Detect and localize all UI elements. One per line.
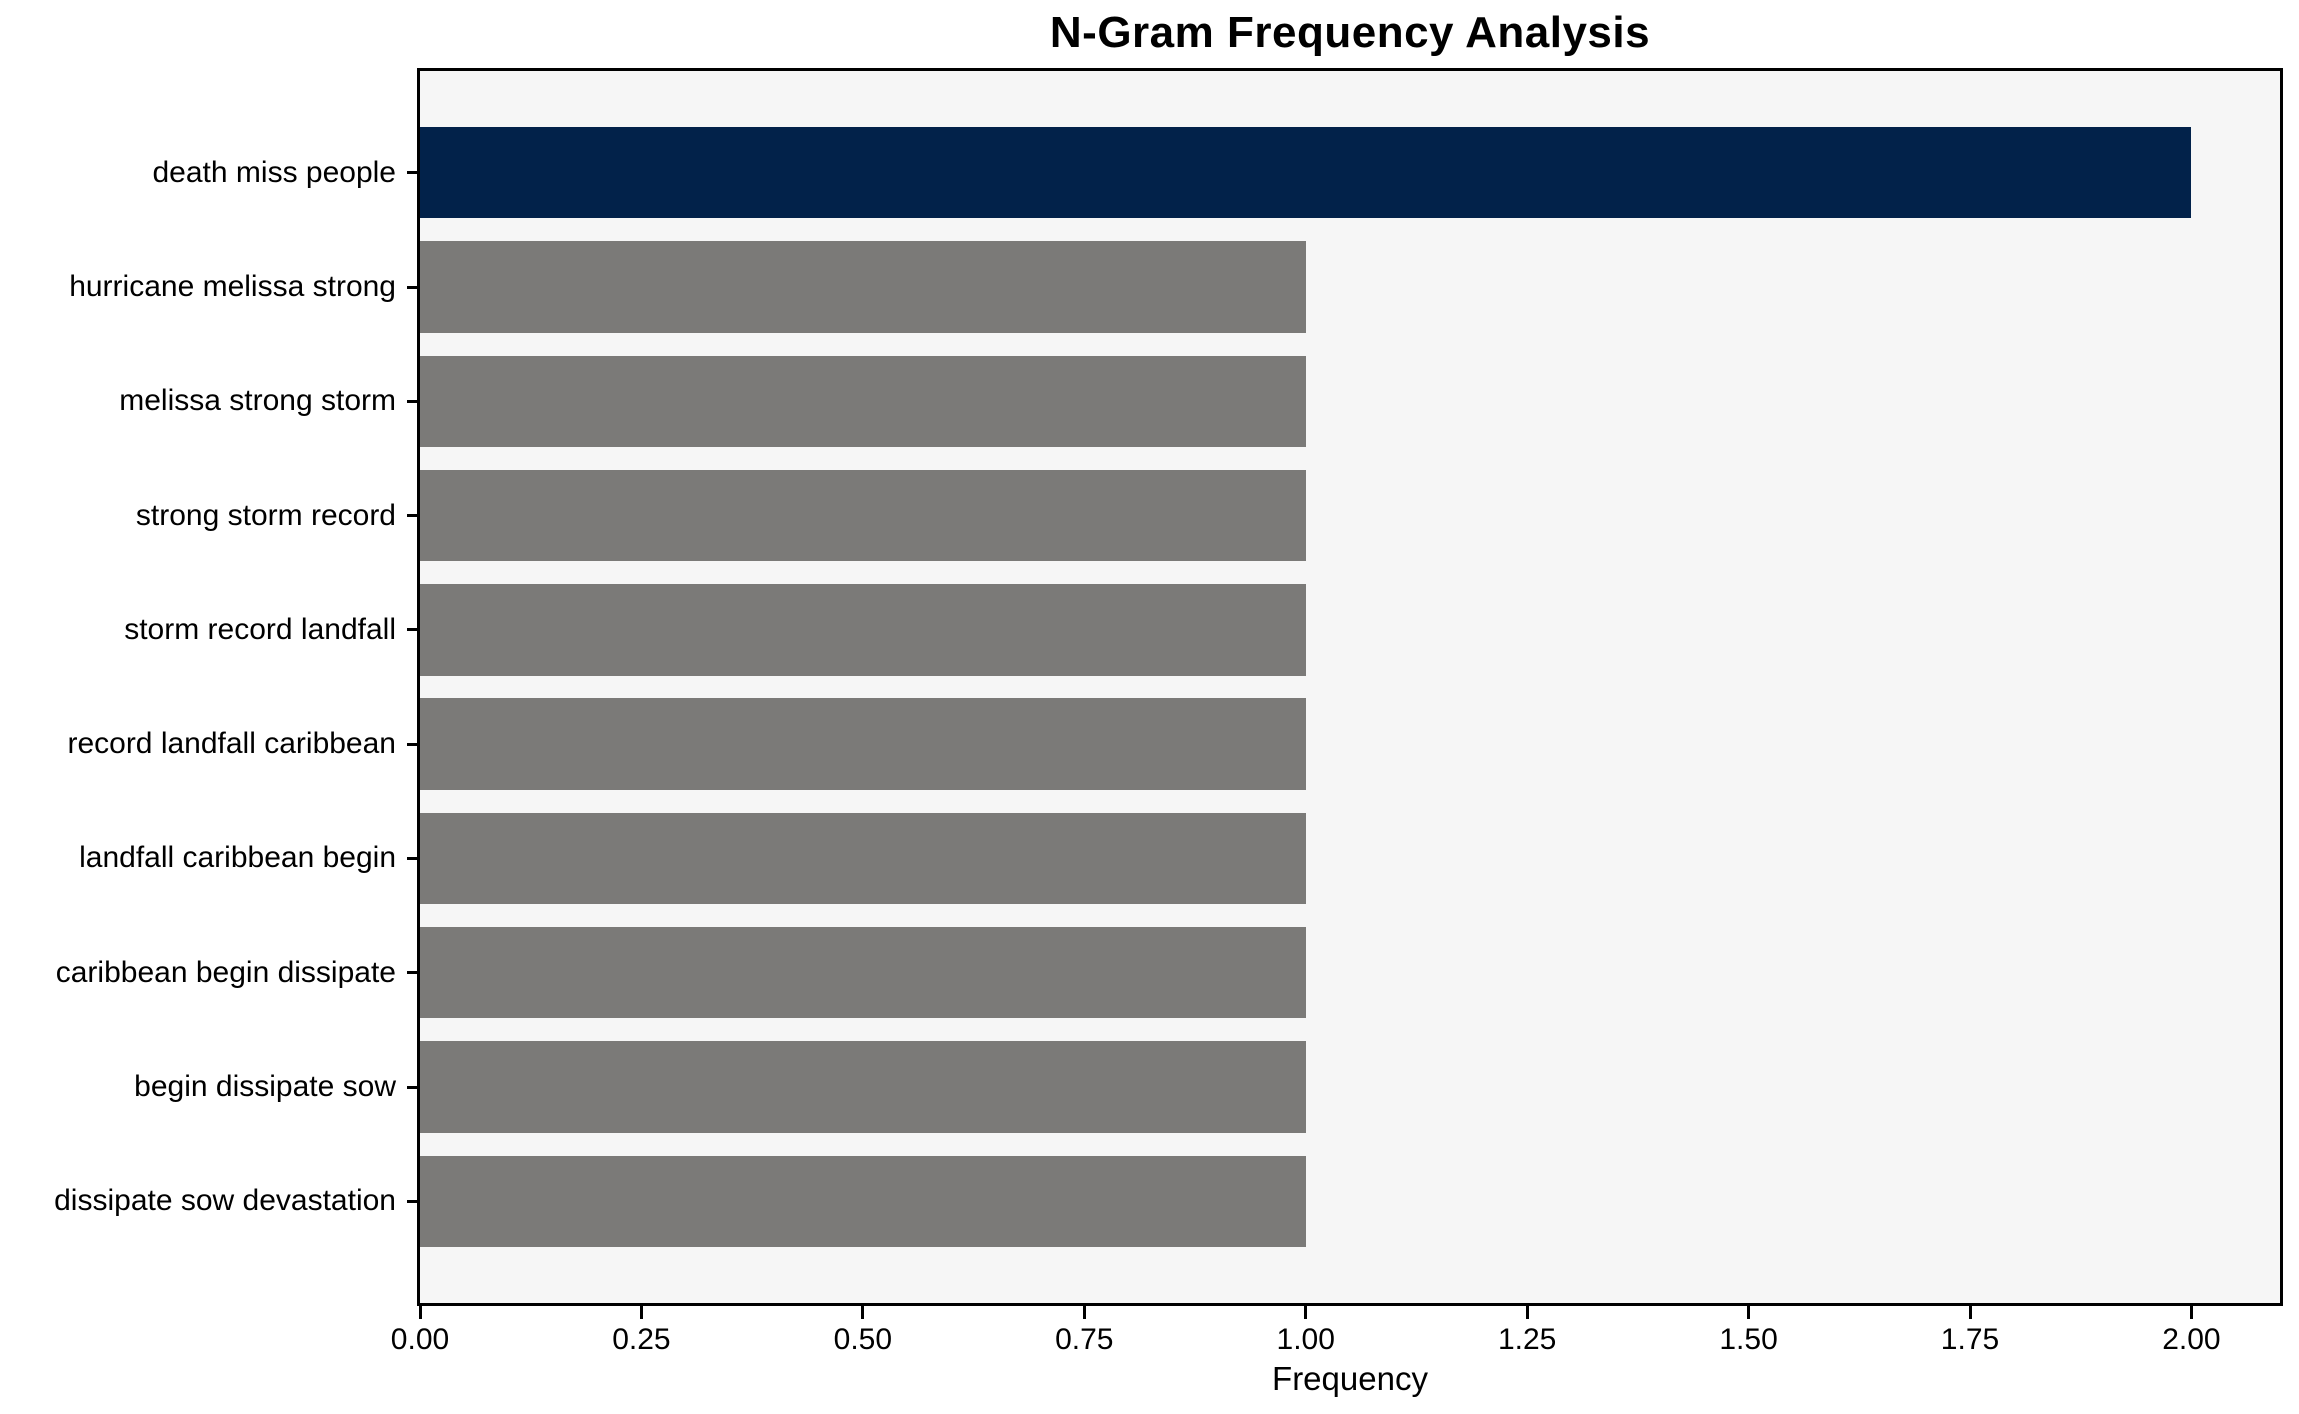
bars-layer bbox=[420, 71, 2280, 1303]
x-tick-mark bbox=[1747, 1306, 1751, 1319]
x-tick-label: 1.50 bbox=[1719, 1323, 1778, 1356]
bar bbox=[420, 241, 1306, 333]
x-tick-label: 0.50 bbox=[833, 1323, 893, 1356]
y-tick-label: dissipate sow devastation bbox=[54, 1184, 396, 1218]
y-tick-mark bbox=[407, 742, 420, 746]
bar bbox=[420, 127, 2192, 219]
y-tick-label: caribbean begin dissipate bbox=[55, 955, 396, 989]
bar bbox=[420, 584, 1306, 676]
y-tick-label: melissa strong storm bbox=[119, 384, 396, 418]
x-tick-label: 1.00 bbox=[1276, 1323, 1335, 1356]
x-tick-mark bbox=[1082, 1306, 1086, 1319]
x-tick-mark bbox=[639, 1306, 643, 1319]
bar bbox=[420, 1155, 1306, 1247]
y-tick-mark bbox=[407, 1085, 420, 1089]
y-tick-label: landfall caribbean begin bbox=[79, 841, 396, 875]
x-tick-mark bbox=[418, 1306, 422, 1319]
y-tick-mark bbox=[407, 628, 420, 632]
x-tick-mark bbox=[1525, 1306, 1529, 1319]
bar bbox=[420, 469, 1306, 562]
x-tick-mark bbox=[1304, 1306, 1308, 1319]
x-tick-label: 0.00 bbox=[390, 1323, 450, 1356]
y-tick-label: storm record landfall bbox=[124, 612, 396, 646]
y-tick-mark bbox=[407, 1199, 420, 1203]
bar bbox=[420, 1041, 1306, 1133]
x-tick-mark bbox=[2189, 1306, 2193, 1319]
bar bbox=[420, 927, 1306, 1019]
x-tick-label: 0.75 bbox=[1055, 1323, 1114, 1356]
y-tick-mark bbox=[407, 285, 420, 289]
x-tick-label: 1.75 bbox=[1940, 1323, 2000, 1356]
y-tick-label: death miss people bbox=[152, 155, 397, 189]
y-tick-label: begin dissipate sow bbox=[134, 1070, 396, 1103]
y-tick-label: record landfall caribbean bbox=[67, 727, 396, 761]
bar bbox=[420, 812, 1306, 905]
y-tick-mark bbox=[407, 399, 420, 403]
x-tick-label: 0.25 bbox=[612, 1323, 671, 1356]
y-tick-mark bbox=[407, 514, 420, 518]
x-tick-label: 1.25 bbox=[1497, 1323, 1557, 1356]
x-tick-mark bbox=[1968, 1306, 1972, 1319]
plot-area bbox=[417, 68, 2283, 1306]
y-tick-label: strong storm record bbox=[135, 498, 396, 532]
bar bbox=[420, 355, 1306, 447]
chart-title: N-Gram Frequency Analysis bbox=[1049, 8, 1651, 57]
x-tick-label: 2.00 bbox=[2162, 1323, 2221, 1356]
y-tick-mark bbox=[407, 171, 420, 175]
bar bbox=[420, 698, 1306, 790]
y-tick-mark bbox=[407, 856, 420, 860]
y-tick-mark bbox=[407, 971, 420, 975]
x-tick-mark bbox=[861, 1306, 865, 1319]
x-axis-title: Frequency bbox=[1272, 1360, 1428, 1397]
y-tick-label: hurricane melissa strong bbox=[69, 270, 396, 303]
